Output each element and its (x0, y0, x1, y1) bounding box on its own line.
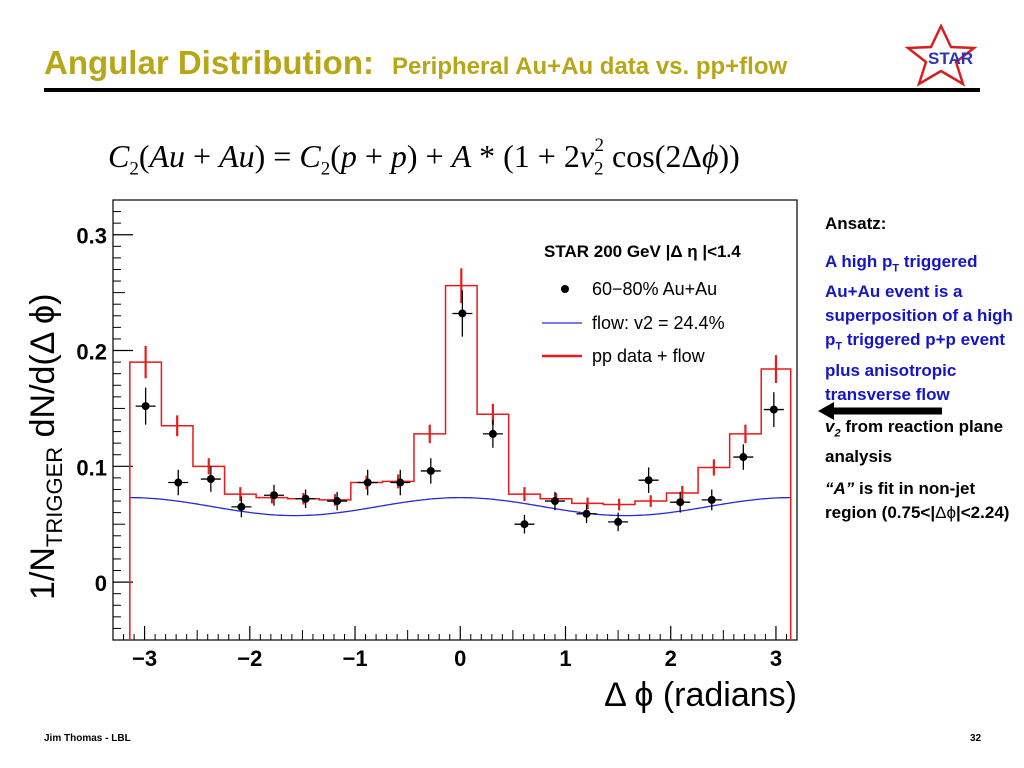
flow-curve (129, 496, 791, 517)
auau-data-point (488, 429, 497, 438)
x-tick-label: −2 (237, 646, 262, 671)
auau-data-point (458, 309, 467, 318)
legend-entry: flow: v2 = 24.4% (592, 313, 725, 333)
auau-data-point (426, 466, 435, 475)
x-tick-label: 0 (454, 646, 466, 671)
delta-phi-chart: 0 0.1 0.2 0.3 −3 −2 −1 0 1 2 3 Δ ϕ (radians) 1/NTRIG… (24, 199, 798, 714)
arrow-left-icon (818, 402, 942, 420)
auau-data-point (141, 402, 150, 411)
auau-data-point (582, 509, 591, 518)
legend-title: STAR 200 GeV |Δ η |<1.4 (544, 242, 741, 261)
auau-data-point (174, 478, 183, 487)
plot-frame (112, 199, 798, 641)
x-tick-label: −1 (342, 646, 367, 671)
auau-data-point (550, 497, 559, 506)
auau-data-point (363, 478, 372, 487)
auau-data-point (270, 491, 279, 500)
plot-area (129, 268, 792, 640)
y-axis-title: 1/NTRIGGER dN/d(Δ ϕ) (24, 294, 67, 600)
auau-data-point (644, 476, 653, 485)
x-tick-label: 2 (665, 646, 677, 671)
title-underline (44, 88, 980, 92)
page-number: 32 (970, 733, 982, 744)
pp-flow-histogram (129, 284, 792, 640)
ansatz-heading: Ansatz: (825, 214, 887, 233)
slide-title: Angular Distribution: Peripheral Au+Au da… (44, 44, 787, 82)
auau-data-point (333, 497, 342, 506)
y-tick-label: 0.3 (76, 224, 107, 249)
fit-region-note: “A” is fit in non-jet region (0.75<|Δϕ|<… (825, 479, 1010, 523)
title-sub: Peripheral Au+Au data vs. pp+flow (391, 53, 788, 80)
x-tick-label: 1 (559, 646, 571, 671)
auau-data-point (301, 494, 310, 503)
auau-data-point (237, 502, 246, 511)
legend-entry: 60−80% Au+Au (592, 279, 717, 299)
star-logo-text: STAR (928, 49, 973, 68)
model-equation: C2(Au + Au) = C2(p + p) + A * (1 + 2v22 … (108, 135, 740, 180)
y-tick-label: 0.1 (76, 455, 107, 480)
star-logo: STAR (904, 24, 978, 87)
footer-author: Jim Thomas - LBL (44, 733, 131, 744)
auau-data-point (769, 405, 778, 414)
y-tick-label: 0 (95, 571, 107, 596)
x-axis-title: Δ ϕ (radians) (604, 676, 797, 714)
title-main: Angular Distribution: (44, 44, 374, 81)
y-tick-label: 0.2 (76, 340, 107, 365)
v2-note: v2 from reaction plane analysis (825, 416, 1004, 467)
legend-entry: pp data + flow (592, 346, 706, 366)
ansatz-panel: Ansatz: A high pT triggered Au+Au event … (825, 212, 1020, 533)
auau-data-point (707, 495, 716, 504)
x-tick-label: −3 (132, 646, 157, 671)
auau-data-point (676, 498, 685, 507)
star-logo-icon (904, 24, 978, 87)
ansatz-text: A high pT triggered Au+Au event is a sup… (825, 252, 1013, 404)
auau-data-point (396, 478, 405, 487)
auau-data-point (206, 475, 215, 484)
auau-data-point (614, 517, 623, 526)
auau-data-point (520, 520, 529, 529)
legend-point-icon (561, 285, 569, 293)
auau-data-point (739, 453, 748, 462)
x-tick-label: 3 (770, 646, 782, 671)
